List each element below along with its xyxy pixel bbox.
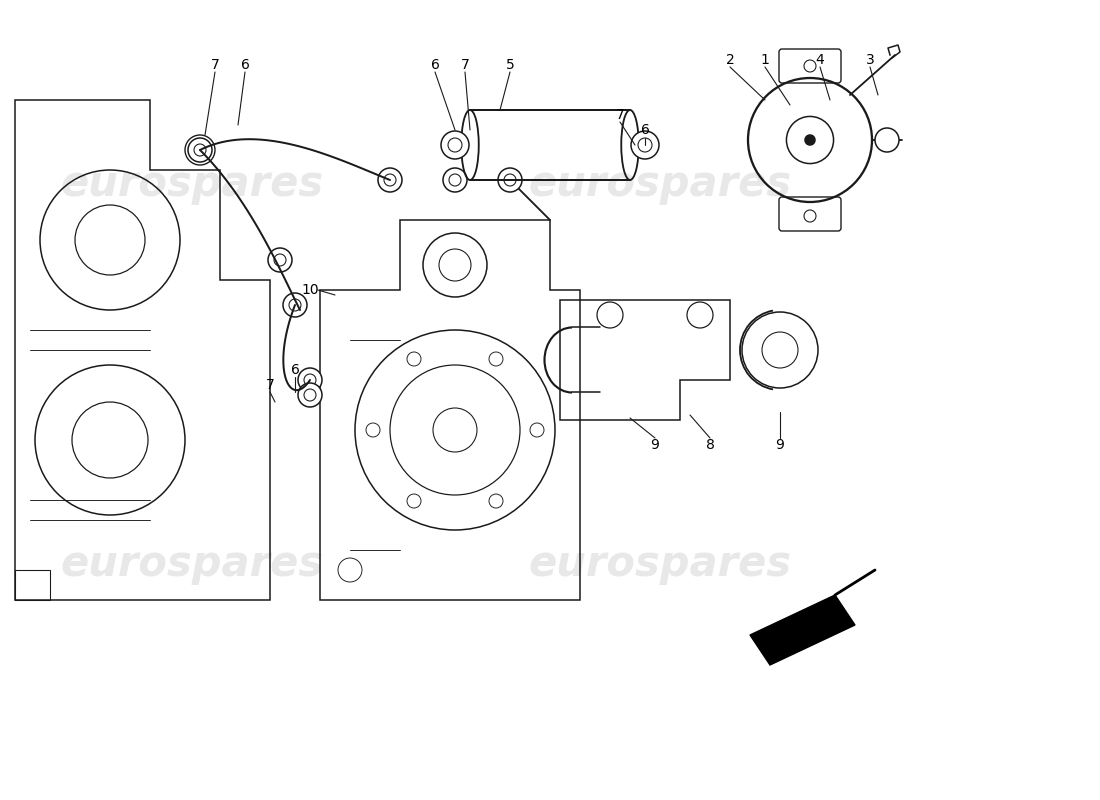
Text: 3: 3 [866, 53, 874, 67]
Text: 7: 7 [210, 58, 219, 72]
Text: 6: 6 [290, 363, 299, 377]
Text: 6: 6 [241, 58, 250, 72]
Text: 1: 1 [760, 53, 769, 67]
Circle shape [631, 131, 659, 159]
Text: 9: 9 [650, 438, 659, 452]
Text: eurospares: eurospares [528, 163, 792, 205]
Text: 9: 9 [776, 438, 784, 452]
Text: 7: 7 [461, 58, 470, 72]
Text: 5: 5 [506, 58, 515, 72]
Circle shape [378, 168, 402, 192]
Text: 7: 7 [265, 378, 274, 392]
Text: 4: 4 [815, 53, 824, 67]
Circle shape [443, 168, 468, 192]
Text: 10: 10 [301, 283, 319, 297]
Text: 2: 2 [726, 53, 735, 67]
Text: eurospares: eurospares [528, 543, 792, 585]
Circle shape [188, 138, 212, 162]
Circle shape [298, 368, 322, 392]
Text: 8: 8 [705, 438, 714, 452]
Text: eurospares: eurospares [60, 543, 324, 585]
Text: 7: 7 [616, 108, 625, 122]
Text: 6: 6 [430, 58, 439, 72]
Circle shape [283, 293, 307, 317]
Circle shape [805, 135, 815, 145]
Circle shape [441, 131, 469, 159]
Circle shape [268, 248, 292, 272]
Text: eurospares: eurospares [60, 163, 324, 205]
Text: 6: 6 [640, 123, 649, 137]
Circle shape [298, 383, 322, 407]
Circle shape [874, 128, 899, 152]
Polygon shape [750, 595, 855, 665]
Circle shape [498, 168, 522, 192]
